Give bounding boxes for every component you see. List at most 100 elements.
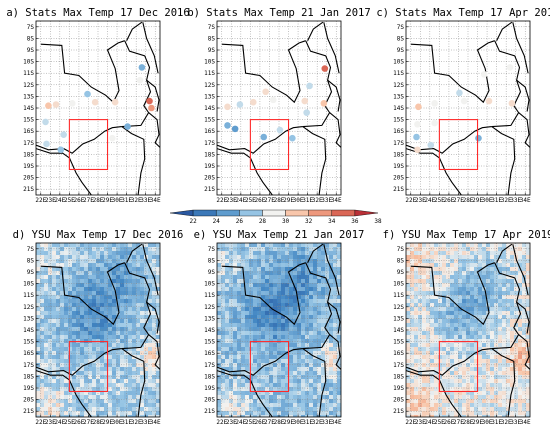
heat-cell — [309, 247, 314, 252]
heat-cell — [426, 339, 431, 344]
heat-cell — [289, 263, 294, 268]
heat-cell — [406, 363, 411, 368]
station-point — [269, 96, 277, 104]
heat-cell — [305, 279, 310, 284]
heat-cell — [64, 303, 69, 308]
heat-cell — [313, 375, 318, 380]
heat-cell — [84, 335, 89, 340]
heat-cell — [108, 255, 113, 260]
heat-cell — [281, 275, 286, 280]
heat-cell — [305, 411, 310, 416]
heat-cell — [249, 267, 254, 272]
heat-cell — [426, 271, 431, 276]
heat-cell — [301, 375, 306, 380]
heat-cell — [305, 387, 310, 392]
heat-cell — [120, 399, 125, 404]
heat-cell — [458, 271, 463, 276]
heat-cell — [329, 383, 334, 388]
heat-cell — [72, 251, 77, 256]
heat-cell — [333, 387, 338, 392]
heat-cell — [414, 291, 419, 296]
heat-cell — [450, 243, 455, 248]
heat-cell — [273, 395, 278, 400]
heat-cell — [120, 403, 125, 408]
heat-cell — [40, 259, 45, 264]
heat-cell — [522, 335, 527, 340]
heat-cell — [116, 339, 121, 344]
heat-cell — [48, 303, 53, 308]
heat-cell — [136, 319, 141, 324]
heat-cell — [44, 243, 49, 248]
heat-cell — [434, 399, 439, 404]
heat-cell — [144, 371, 149, 376]
heat-cell — [434, 343, 439, 348]
country-border — [40, 262, 125, 326]
heat-cell — [108, 271, 113, 276]
y-tick-label: 18S — [23, 151, 34, 158]
heat-cell — [269, 259, 274, 264]
heat-cell — [418, 375, 423, 380]
heat-cell — [446, 331, 451, 336]
heat-cell — [337, 379, 341, 384]
heat-cell — [80, 251, 85, 256]
heat-cell — [301, 359, 306, 364]
heat-cell — [273, 407, 278, 412]
heat-cell — [36, 407, 41, 412]
study-area-box — [68, 119, 109, 171]
heat-cell — [410, 359, 415, 364]
station-point — [413, 133, 420, 141]
heat-cell — [136, 387, 141, 392]
heat-cell — [506, 371, 511, 376]
heat-cell — [333, 243, 338, 248]
heat-cell — [281, 383, 286, 388]
heat-cell — [474, 299, 479, 304]
heat-cell — [434, 243, 439, 248]
heat-cell — [337, 351, 341, 356]
heat-cell — [100, 363, 105, 368]
heat-cell — [446, 247, 451, 252]
heat-cell — [518, 399, 523, 404]
heat-cell — [442, 411, 447, 416]
heat-cell — [144, 375, 149, 380]
x-tick-label: 25E — [434, 197, 445, 204]
heat-cell — [518, 263, 523, 268]
heat-cell — [329, 335, 334, 340]
heat-cell — [422, 291, 427, 296]
heat-cell — [329, 359, 334, 364]
heat-cell — [148, 355, 153, 360]
heat-cell — [132, 363, 137, 368]
y-tick-label: 12S — [393, 304, 404, 311]
x-tick-label: 25E — [245, 419, 256, 426]
heat-cell — [229, 343, 234, 348]
heat-cell — [498, 391, 503, 396]
heat-cell — [410, 299, 415, 304]
heat-cell — [526, 299, 530, 304]
heat-cell — [478, 383, 483, 388]
heat-cell — [64, 343, 69, 348]
y-tick-label: 13S — [204, 315, 215, 322]
heat-cell — [156, 259, 160, 264]
heat-cell — [430, 311, 435, 316]
heat-cell — [128, 375, 133, 380]
heat-cell — [442, 327, 447, 332]
heat-cell — [426, 255, 431, 260]
heat-cell — [148, 247, 153, 252]
heat-cell — [474, 283, 479, 288]
heat-cell — [128, 291, 133, 296]
heat-cell — [466, 375, 471, 380]
y-tick-label: 15S — [23, 339, 34, 346]
heat-cell — [418, 283, 423, 288]
heat-cell — [128, 387, 133, 392]
heat-cell — [237, 247, 242, 252]
heat-cell — [112, 343, 117, 348]
heat-cell — [498, 311, 503, 316]
heat-cell — [225, 387, 230, 392]
heat-cell — [414, 415, 419, 417]
heat-cell — [40, 371, 45, 376]
heat-cell — [88, 263, 93, 268]
country-border — [302, 348, 327, 417]
heat-cell — [72, 279, 77, 284]
heat-cell — [526, 287, 530, 292]
heat-cell — [317, 259, 322, 264]
heat-cell — [237, 359, 242, 364]
